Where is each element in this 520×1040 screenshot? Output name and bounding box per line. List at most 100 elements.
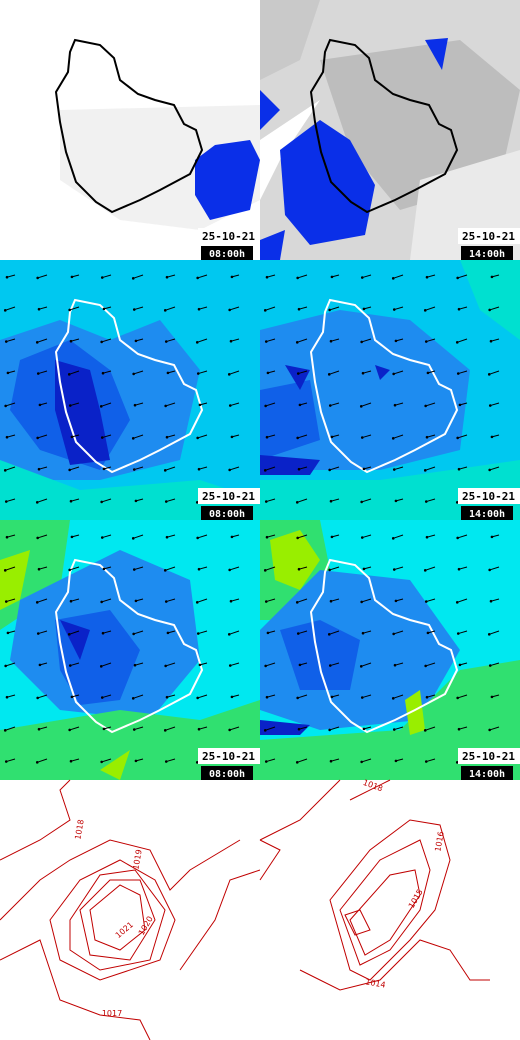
- wind-arrow-head: [164, 340, 168, 343]
- wind-arrow-head: [196, 436, 199, 440]
- wind-arrow: [134, 402, 144, 406]
- panel-gust-08: [0, 520, 260, 780]
- wind-arrow-head: [4, 664, 7, 668]
- wind-arrow-head: [361, 631, 365, 635]
- wind-arrow: [298, 306, 308, 310]
- wind-arrow-head: [489, 599, 493, 603]
- wind-arrow-head: [296, 696, 299, 700]
- wind-arrow: [489, 466, 500, 471]
- panel-gust-14: [260, 520, 520, 780]
- wind-arrow: [6, 338, 16, 343]
- wind-arrow-head: [264, 664, 267, 668]
- wind-arrow: [330, 758, 340, 762]
- wind-arrow-head: [230, 695, 234, 699]
- wind-arrow-head: [297, 307, 301, 311]
- wind-arrow-head: [458, 663, 462, 667]
- wind-arrow-head: [164, 664, 167, 668]
- wind-arrow-head: [296, 632, 300, 635]
- wind-arrow-head: [37, 567, 41, 571]
- wind-arrow-head: [165, 695, 169, 699]
- wind-arrow: [425, 306, 436, 311]
- wind-arrow: [393, 630, 404, 635]
- wind-arrow-head: [228, 468, 231, 472]
- wind-arrow-head: [68, 468, 71, 472]
- wind-arrow: [101, 662, 112, 667]
- wind-arrow: [298, 466, 308, 470]
- isobar-label: 1018: [73, 819, 85, 841]
- wind-arrow: [102, 274, 112, 279]
- wind-arrow: [361, 662, 372, 667]
- wind-arrow: [166, 498, 176, 503]
- wind-arrow: [198, 630, 208, 635]
- wind-arrow: [6, 598, 16, 603]
- wind-arrow-head: [38, 663, 42, 667]
- wind-arrow-head: [131, 537, 135, 540]
- wind-arrow-head: [328, 728, 331, 732]
- wind-arrow-head: [328, 664, 332, 667]
- wind-arrow-head: [455, 501, 459, 504]
- wind-arrow-head: [360, 436, 364, 439]
- wind-arrow: [393, 274, 404, 279]
- wind-arrow: [165, 306, 176, 311]
- wind-arrow-head: [488, 664, 492, 667]
- wind-arrow: [6, 534, 16, 538]
- wind-arrow-head: [230, 275, 234, 279]
- date-box: [458, 488, 520, 504]
- wind-arrow-head: [36, 276, 39, 280]
- date-box: [198, 228, 260, 244]
- wind-arrow: [394, 662, 404, 666]
- time-box: [201, 766, 253, 780]
- wind-arrow-head: [458, 403, 462, 407]
- wind-arrow-head: [456, 536, 459, 540]
- wind-arrow: [490, 598, 500, 602]
- wind-arrow: [458, 630, 468, 635]
- wind-arrow: [330, 338, 340, 342]
- wind-arrow: [394, 466, 404, 471]
- wind-arrow: [457, 534, 468, 539]
- wind-arrow: [134, 466, 144, 471]
- panel-isobar-14: [259, 779, 520, 1040]
- wind-arrow-head: [5, 695, 9, 699]
- wind-arrow: [101, 498, 112, 503]
- wind-arrow: [425, 566, 436, 571]
- wind-arrow-head: [490, 275, 494, 279]
- wind-arrow-head: [328, 568, 331, 572]
- wind-arrow: [230, 662, 240, 667]
- wind-arrow-head: [425, 695, 429, 699]
- wind-arrow-head: [197, 307, 201, 311]
- wind-arrow-head: [132, 568, 136, 571]
- wind-arrow: [229, 566, 240, 571]
- wind-arrow-head: [393, 403, 397, 407]
- wind-arrow: [69, 306, 80, 311]
- wind-arrow-head: [227, 633, 231, 636]
- wind-arrow-head: [37, 467, 41, 471]
- wind-arrow: [329, 566, 340, 571]
- wind-arrow: [266, 694, 276, 698]
- wind-arrow-head: [457, 567, 461, 571]
- wind-arrow-head: [164, 760, 168, 763]
- wind-arrow: [37, 534, 48, 539]
- wind-arrow-head: [264, 760, 268, 763]
- wind-arrow: [37, 338, 48, 343]
- wind-arrow: [101, 402, 112, 407]
- wind-arrow-head: [6, 631, 10, 635]
- wind-arrow-head: [3, 469, 7, 472]
- wind-arrow-head: [132, 468, 136, 471]
- wind-arrow-head: [70, 275, 74, 279]
- wind-arrow: [166, 758, 176, 763]
- wind-arrow-head: [455, 761, 459, 764]
- wind-arrow: [37, 758, 48, 763]
- wind-arrow: [197, 274, 208, 279]
- wind-arrow: [38, 566, 48, 570]
- wind-arrow-head: [360, 696, 364, 699]
- wind-arrow-head: [4, 600, 8, 603]
- wind-arrow: [426, 758, 436, 763]
- wind-arrow-head: [69, 759, 73, 763]
- isobar-label: 1016: [433, 831, 445, 853]
- wind-arrow: [5, 402, 16, 407]
- wind-arrow: [6, 434, 16, 438]
- wind-arrow-head: [490, 695, 494, 699]
- wind-arrow-head: [101, 631, 105, 635]
- wind-arrow-head: [360, 340, 363, 344]
- wind-arrow-head: [35, 601, 39, 604]
